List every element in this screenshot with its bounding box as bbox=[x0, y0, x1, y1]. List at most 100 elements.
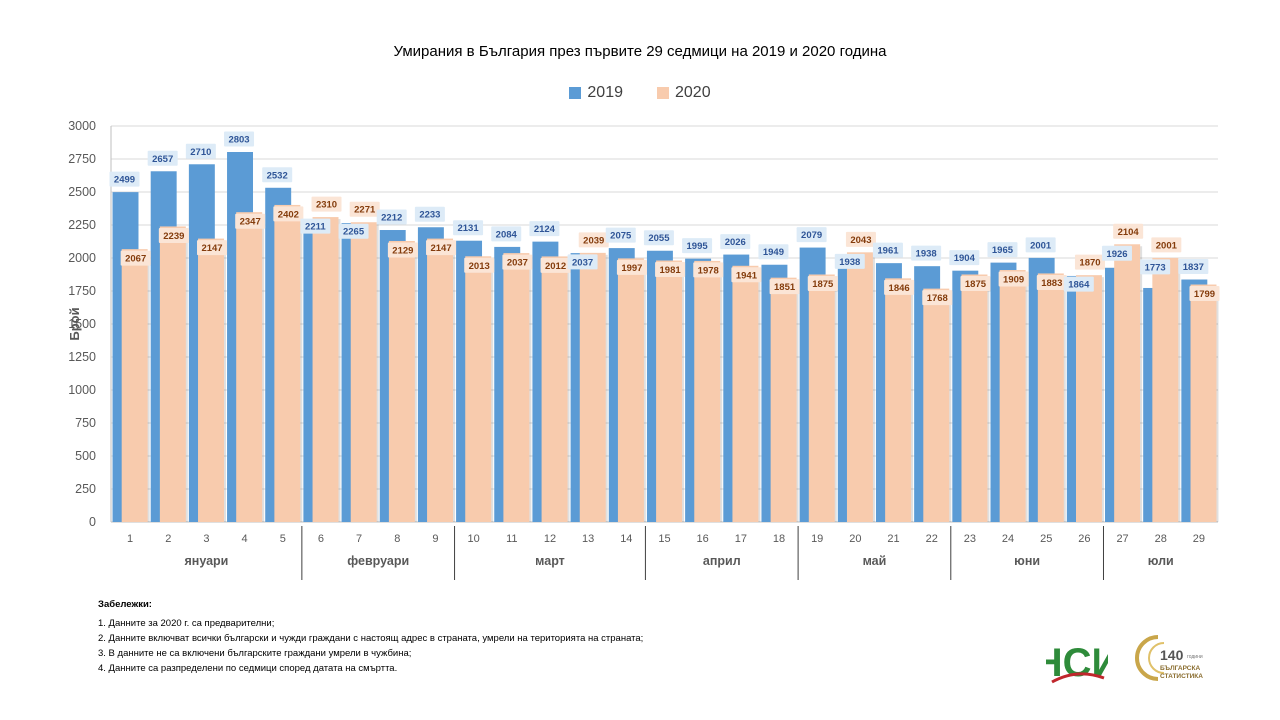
bar-2020 bbox=[159, 226, 186, 522]
data-label-2019: 2001 bbox=[1030, 240, 1052, 251]
data-label-2019-bg bbox=[643, 230, 674, 246]
note-item: 2. Данните включват всички български и ч… bbox=[98, 633, 644, 644]
data-label-2020: 1846 bbox=[889, 283, 910, 294]
data-label-2020-bg bbox=[1113, 223, 1144, 239]
anniversary-word: години bbox=[1187, 654, 1203, 660]
data-label-2019: 1949 bbox=[763, 247, 784, 258]
x-tick-label: 14 bbox=[620, 533, 632, 545]
data-label-2020-bg bbox=[540, 257, 571, 273]
data-label-2019-bg bbox=[338, 223, 369, 239]
x-tick-label: 15 bbox=[658, 533, 670, 545]
bar-2020 bbox=[617, 258, 644, 522]
legend-label-2019: 2019 bbox=[587, 84, 623, 101]
x-tick-label: 13 bbox=[582, 533, 594, 545]
data-label-2019: 2710 bbox=[190, 147, 211, 158]
data-label-2019: 1773 bbox=[1145, 262, 1166, 273]
data-label-2019: 1938 bbox=[839, 257, 860, 268]
data-label-2019: 2037 bbox=[572, 257, 593, 268]
data-label-2020-bg bbox=[769, 279, 800, 295]
y-tick-label: 500 bbox=[75, 449, 96, 463]
notes: Забележки: 1. Данните за 2020 г. са пред… bbox=[98, 597, 643, 676]
bar-2020 bbox=[121, 249, 148, 522]
data-label-2020-bg bbox=[464, 257, 495, 273]
data-label-2020: 2067 bbox=[125, 254, 146, 265]
legend-swatch-2020 bbox=[657, 87, 669, 99]
data-label-2019-bg bbox=[567, 254, 598, 270]
x-tick-label: 16 bbox=[697, 533, 709, 545]
bar-chart: 0250500750100012501500175020002250250027… bbox=[67, 119, 1220, 580]
bar-2020 bbox=[885, 278, 912, 522]
bar-2020 bbox=[1152, 257, 1179, 522]
data-label-2020: 2013 bbox=[469, 261, 490, 272]
x-tick-label: 18 bbox=[773, 533, 785, 545]
month-label: юли bbox=[1148, 554, 1174, 568]
data-label-2019-bg bbox=[529, 221, 560, 237]
x-tick-label: 24 bbox=[1002, 533, 1014, 545]
data-label-2019-bg bbox=[1140, 259, 1171, 275]
month-label: февруари bbox=[347, 554, 409, 568]
data-label-2020: 1997 bbox=[621, 263, 642, 274]
data-label-2019-bg bbox=[796, 227, 827, 243]
x-tick-label: 22 bbox=[926, 533, 938, 545]
data-label-2020: 1870 bbox=[1079, 258, 1100, 269]
y-tick-label: 1500 bbox=[68, 317, 96, 331]
anniversary-line2: СТАТИСТИКА bbox=[1160, 673, 1203, 680]
notes-title: Забележки: bbox=[98, 599, 152, 610]
x-tick-label: 21 bbox=[887, 533, 899, 545]
y-tick-label: 2500 bbox=[68, 185, 96, 199]
data-label-2020: 2147 bbox=[430, 243, 451, 254]
data-label-2020-bg bbox=[578, 232, 609, 248]
bar-2020 bbox=[694, 260, 721, 522]
y-axis-title: Брой bbox=[67, 307, 82, 340]
data-label-2020-bg bbox=[998, 271, 1029, 287]
x-tick-label: 28 bbox=[1155, 533, 1167, 545]
data-label-2020: 2129 bbox=[392, 245, 413, 256]
data-label-2019-bg bbox=[872, 242, 903, 258]
data-label-2020: 2310 bbox=[316, 200, 337, 211]
data-label-2020: 1799 bbox=[1194, 289, 1215, 300]
bar-2020 bbox=[1037, 273, 1064, 522]
data-label-2020: 2147 bbox=[201, 243, 222, 254]
data-label-2019: 2084 bbox=[496, 229, 518, 240]
bar-2020 bbox=[1114, 244, 1141, 522]
data-label-2020: 1883 bbox=[1041, 278, 1062, 289]
data-label-2019-bg bbox=[224, 131, 255, 147]
data-label-2019-bg bbox=[1063, 276, 1094, 292]
data-label-2020-bg bbox=[311, 196, 342, 212]
x-tick-label: 25 bbox=[1040, 533, 1052, 545]
data-label-2019-bg bbox=[414, 206, 445, 222]
data-label-2020-bg bbox=[884, 279, 915, 295]
data-label-2019-bg bbox=[185, 143, 216, 159]
data-label-2019-bg bbox=[1025, 237, 1056, 253]
data-label-2020: 1981 bbox=[660, 265, 682, 276]
legend-swatch-2019 bbox=[569, 87, 582, 99]
anniversary-ring-inner bbox=[1148, 642, 1165, 674]
data-label-2019: 2026 bbox=[725, 237, 746, 248]
data-label-2020-bg bbox=[235, 213, 266, 229]
bar-2020 bbox=[923, 288, 950, 522]
y-tick-label: 750 bbox=[75, 416, 96, 430]
data-label-2020: 2104 bbox=[1118, 227, 1140, 238]
x-tick-label: 8 bbox=[394, 533, 400, 545]
data-label-2020: 1875 bbox=[812, 279, 834, 290]
anniversary-logo: 140 години БЪЛГАРСКА СТАТИСТИКА bbox=[1135, 635, 1203, 681]
data-label-2020-bg bbox=[693, 262, 724, 278]
data-label-2019: 2212 bbox=[381, 213, 402, 224]
data-label-2019-bg bbox=[720, 234, 751, 250]
anniversary-line1: БЪЛГАРСКА bbox=[1160, 665, 1200, 672]
bar-2020 bbox=[579, 252, 606, 523]
data-label-2019: 2131 bbox=[457, 223, 479, 234]
data-label-2020-bg bbox=[349, 201, 380, 217]
note-item: 3. В данните не са включени българските … bbox=[98, 648, 412, 659]
nsi-logo-swoosh bbox=[1051, 672, 1105, 684]
data-label-2020-bg bbox=[807, 276, 838, 291]
bar-2020 bbox=[1190, 284, 1217, 522]
data-label-2020-bg bbox=[158, 227, 189, 243]
chart-legend: 2019 2020 bbox=[0, 84, 1280, 102]
data-label-2019-bg bbox=[453, 220, 484, 236]
data-label-2019: 2075 bbox=[610, 231, 632, 242]
data-label-2019: 1904 bbox=[954, 253, 976, 264]
bar-2020 bbox=[541, 256, 568, 522]
x-tick-label: 29 bbox=[1193, 533, 1205, 545]
nsi-logo: НСИ bbox=[1046, 641, 1108, 684]
